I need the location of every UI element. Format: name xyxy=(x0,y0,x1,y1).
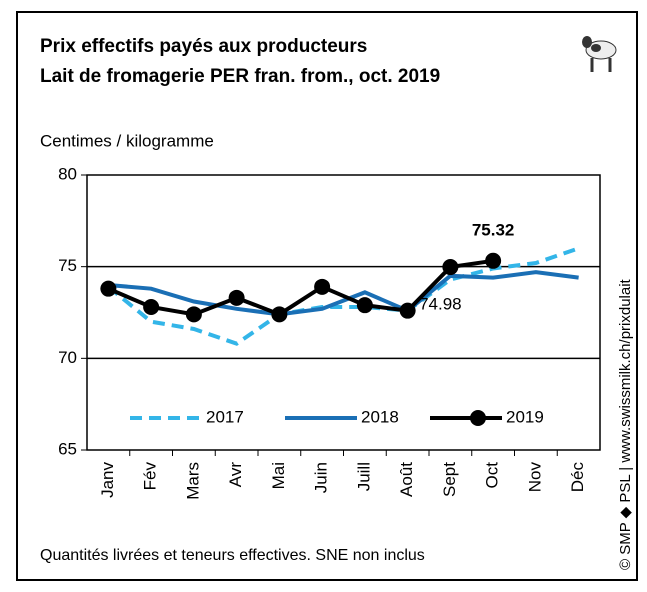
x-tick-label: Juill xyxy=(354,462,373,491)
legend-label: 2019 xyxy=(506,407,544,426)
legend-marker xyxy=(470,410,486,426)
legend-label: 2018 xyxy=(361,407,399,426)
point xyxy=(399,302,416,319)
y-tick-label: 65 xyxy=(58,439,77,458)
chart-title: Prix effectifs payés aux producteurs xyxy=(40,36,367,57)
x-tick-label: Janv xyxy=(98,462,117,498)
x-tick-label: Nov xyxy=(525,462,544,493)
x-tick-label: Juin xyxy=(312,462,331,493)
value-label: 75.32 xyxy=(472,220,515,239)
frame xyxy=(16,11,638,581)
value-label: 74.98 xyxy=(419,295,462,314)
x-tick-label: Oct xyxy=(483,462,502,489)
point xyxy=(100,280,117,297)
chart-subtitle: Lait de fromagerie PER fran. from., oct.… xyxy=(40,66,440,87)
point xyxy=(314,278,331,295)
x-tick-label: Avr xyxy=(226,462,245,488)
cow-icon xyxy=(582,36,617,72)
y-axis-label: Centimes / kilogramme xyxy=(40,131,214,150)
point xyxy=(143,299,160,315)
point xyxy=(228,289,245,306)
legend-label: 2017 xyxy=(206,407,244,426)
point xyxy=(271,306,288,323)
point xyxy=(356,297,373,314)
source: © SMP ◆ PSL | www.swissmilk.ch/prixdulai… xyxy=(617,278,634,570)
series-line xyxy=(107,246,580,346)
x-tick-label: Mars xyxy=(183,462,202,500)
x-tick-label: Août xyxy=(397,462,416,497)
y-tick-label: 70 xyxy=(58,348,77,367)
x-tick-label: Fév xyxy=(141,462,160,491)
series-line xyxy=(108,270,579,317)
footnote: Quantités livrées et teneurs effectives.… xyxy=(40,547,425,564)
x-tick-label: Mai xyxy=(269,462,288,489)
point xyxy=(185,306,202,323)
series-line xyxy=(107,258,494,317)
point xyxy=(442,259,459,276)
y-tick-label: 75 xyxy=(58,256,77,275)
point xyxy=(485,252,502,269)
y-tick-label: 80 xyxy=(58,164,77,183)
x-tick-label: Déc xyxy=(568,462,587,493)
x-tick-label: Sept xyxy=(440,462,459,497)
